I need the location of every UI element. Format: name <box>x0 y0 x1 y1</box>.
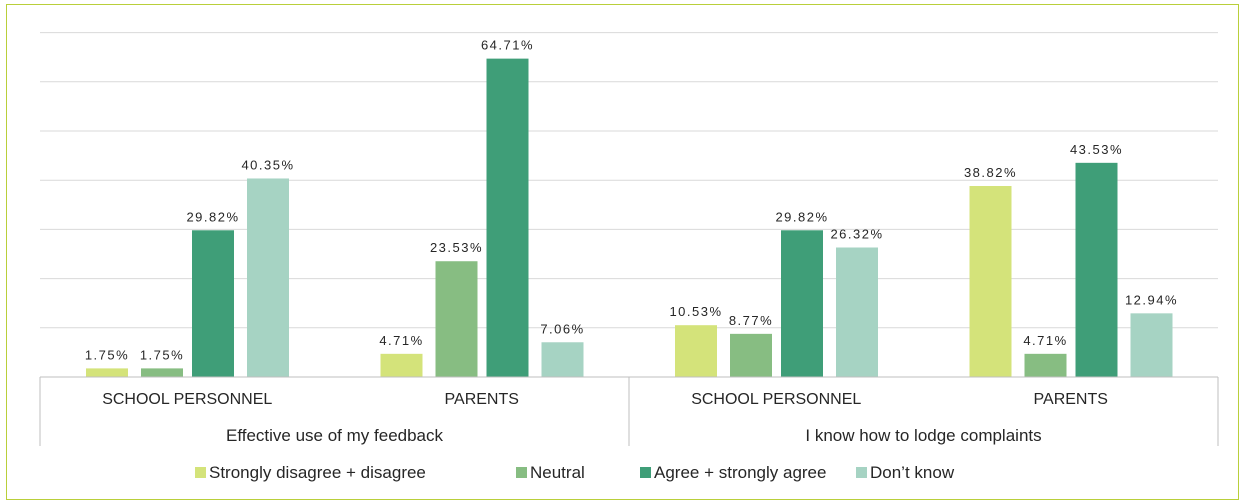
gridlines <box>40 32 1218 329</box>
data-label: 43.53% <box>1070 142 1123 157</box>
legend-label: Agree + strongly agree <box>654 463 826 482</box>
bar <box>675 325 717 377</box>
legend: Strongly disagree + disagree Neutral Agree… <box>195 463 955 482</box>
legend-item: Neutral <box>516 463 585 482</box>
data-label: 29.82% <box>775 209 828 224</box>
data-labels: 1.75% 4.71% 10.53% 38.82% 1.75% 23.53% 8.77% 4.… <box>85 38 1178 363</box>
category-label: PARENTS <box>445 391 519 408</box>
data-label: 10.53% <box>669 304 722 319</box>
legend-item: Strongly disagree + disagree <box>195 463 426 482</box>
data-label: 26.32% <box>830 227 883 242</box>
legend-swatch <box>856 467 867 478</box>
category-label: SCHOOL PERSONNEL <box>102 391 272 408</box>
data-label: 1.75% <box>85 347 129 362</box>
bar <box>141 368 183 377</box>
bar <box>247 178 289 377</box>
data-label: 23.53% <box>430 240 483 255</box>
legend-label: Don’t know <box>870 463 955 482</box>
bar <box>1024 353 1067 377</box>
data-label: 4.71% <box>1023 333 1067 348</box>
category-label: SCHOOL PERSONNEL <box>691 391 861 408</box>
data-label: 64.71% <box>481 38 534 53</box>
data-label: 7.06% <box>540 321 584 336</box>
bars <box>86 58 1173 377</box>
bar <box>969 186 1012 377</box>
data-label: 40.35% <box>241 157 294 172</box>
bar <box>435 261 478 377</box>
data-label: 8.77% <box>729 313 773 328</box>
bar <box>730 333 772 377</box>
legend-swatch <box>640 467 651 478</box>
data-label: 4.71% <box>379 333 423 348</box>
legend-label: Neutral <box>530 463 585 482</box>
bar <box>781 230 823 377</box>
data-label: 1.75% <box>140 347 184 362</box>
data-label: 12.94% <box>1125 292 1178 307</box>
legend-swatch <box>195 467 206 478</box>
legend-item: Agree + strongly agree <box>640 463 826 482</box>
legend-swatch <box>516 467 527 478</box>
bar <box>541 342 584 377</box>
bar <box>192 230 234 377</box>
category-label: PARENTS <box>1034 391 1108 408</box>
bar <box>380 353 423 377</box>
group-label: Effective use of my feedback <box>226 426 444 445</box>
bar <box>836 247 878 377</box>
bar <box>1075 162 1118 377</box>
bar <box>486 58 529 377</box>
bar <box>1130 313 1173 377</box>
data-label: 29.82% <box>186 209 239 224</box>
group-label: I know how to lodge complaints <box>805 426 1041 445</box>
bar <box>86 368 128 377</box>
category-axis: SCHOOL PERSONNEL PARENTS SCHOOL PERSONNEL P… <box>39 376 1219 446</box>
data-label: 38.82% <box>964 165 1017 180</box>
legend-item: Don’t know <box>856 463 955 482</box>
legend-label: Strongly disagree + disagree <box>209 463 426 482</box>
